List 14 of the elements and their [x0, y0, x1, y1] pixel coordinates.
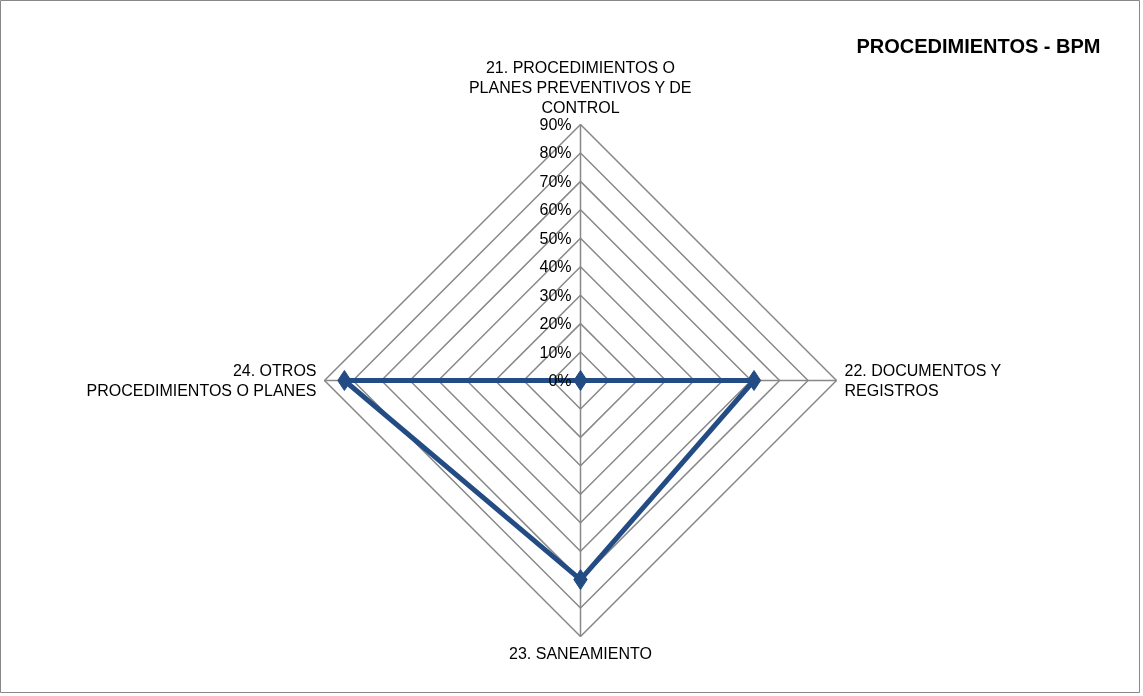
y-tick-label: 90% [539, 116, 572, 133]
spoke-label: 22. DOCUMENTOS Y REGISTROS [844, 361, 1002, 400]
spoke-label: 23. SANEAMIENTO [509, 644, 652, 662]
y-tick-label: 40% [539, 258, 572, 276]
y-tick-label: 10% [539, 343, 572, 361]
y-tick-label: 30% [539, 286, 572, 304]
y-tick-label: 80% [539, 144, 572, 162]
spoke-label: 24. OTROS PROCEDIMIENTOS O PLANES [86, 361, 317, 400]
chart-title: PROCEDIMIENTOS - BPM [856, 34, 1101, 57]
y-tick-label: 20% [539, 315, 572, 333]
spoke-label: 21. PROCEDIMIENTOS O PLANES PREVENTIVOS Y DE CONTROL [468, 58, 692, 117]
y-tick-label: 70% [539, 172, 572, 190]
y-tick-label: 50% [539, 229, 572, 247]
y-tick-label: 60% [539, 201, 572, 219]
